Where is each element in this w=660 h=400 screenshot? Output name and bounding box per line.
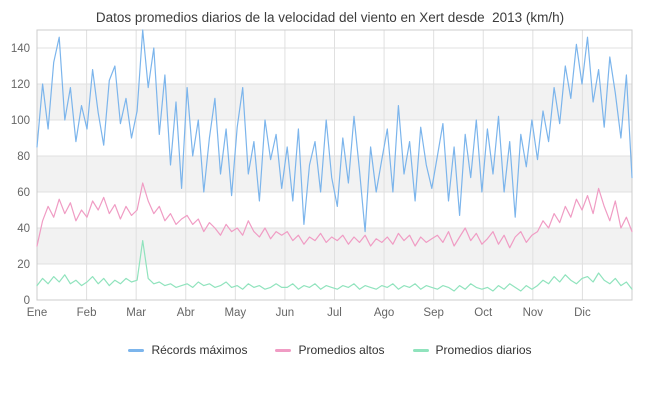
legend-line-icon	[412, 348, 429, 352]
x-tick-label: Nov	[523, 307, 544, 319]
x-axis-labels: Ene Feb Mar Abr May Jun Jul Ago Sep Oct Nov Dic	[27, 307, 591, 319]
y-tick-label: 120	[11, 79, 30, 91]
legend-item-promedios-diarios[interactable]: Promedios diarios	[412, 343, 532, 357]
y-tick-label: 80	[17, 151, 30, 163]
y-tick-label: 0	[24, 295, 30, 307]
y-tick-label: 140	[11, 43, 30, 55]
y-axis-labels: 0 20 40 60 80 100 120 140	[11, 43, 30, 307]
series-line-promedios-diarios[interactable]	[36, 240, 633, 292]
legend-label: Récords máximos	[151, 343, 248, 357]
chart-legend: Récords máximos Promedios altos Promedios …	[0, 343, 660, 357]
x-tick-label: Sep	[423, 307, 443, 319]
y-tick-label: 100	[11, 115, 30, 127]
x-tick-label: May	[224, 307, 246, 319]
x-tick-label: Jul	[327, 307, 342, 319]
x-tick-label: Mar	[126, 307, 146, 319]
x-tick-label: Jun	[276, 307, 295, 319]
series-line-promedios-altos[interactable]	[36, 182, 633, 249]
chart-plot-area: 0 20 40 60 80 100 120 140 Ene Feb Mar Abr May Jun Jul A…	[11, 29, 633, 319]
series-lines	[36, 29, 633, 292]
legend-item-records-maximos[interactable]: Récords máximos	[128, 343, 247, 357]
x-tick-label: Dic	[574, 307, 591, 319]
chart-title: Datos promedios diarios de la velocidad …	[95, 10, 565, 25]
y-tick-label: 40	[17, 223, 30, 235]
legend-label: Promedios diarios	[435, 343, 532, 357]
plot-border	[36, 29, 633, 301]
legend-line-icon	[128, 348, 145, 352]
legend-line-icon	[275, 348, 292, 352]
x-tick-label: Ago	[374, 307, 394, 319]
y-tick-label: 60	[17, 187, 30, 199]
x-tick-label: Oct	[474, 307, 493, 319]
legend-item-promedios-altos[interactable]: Promedios altos	[275, 343, 385, 357]
series-line-records-maximos[interactable]	[36, 29, 633, 233]
x-tick-label: Ene	[27, 307, 47, 319]
y-tick-label: 20	[17, 259, 30, 271]
legend-label: Promedios altos	[298, 343, 385, 357]
x-tick-label: Feb	[77, 307, 97, 319]
x-tick-label: Abr	[177, 307, 195, 319]
